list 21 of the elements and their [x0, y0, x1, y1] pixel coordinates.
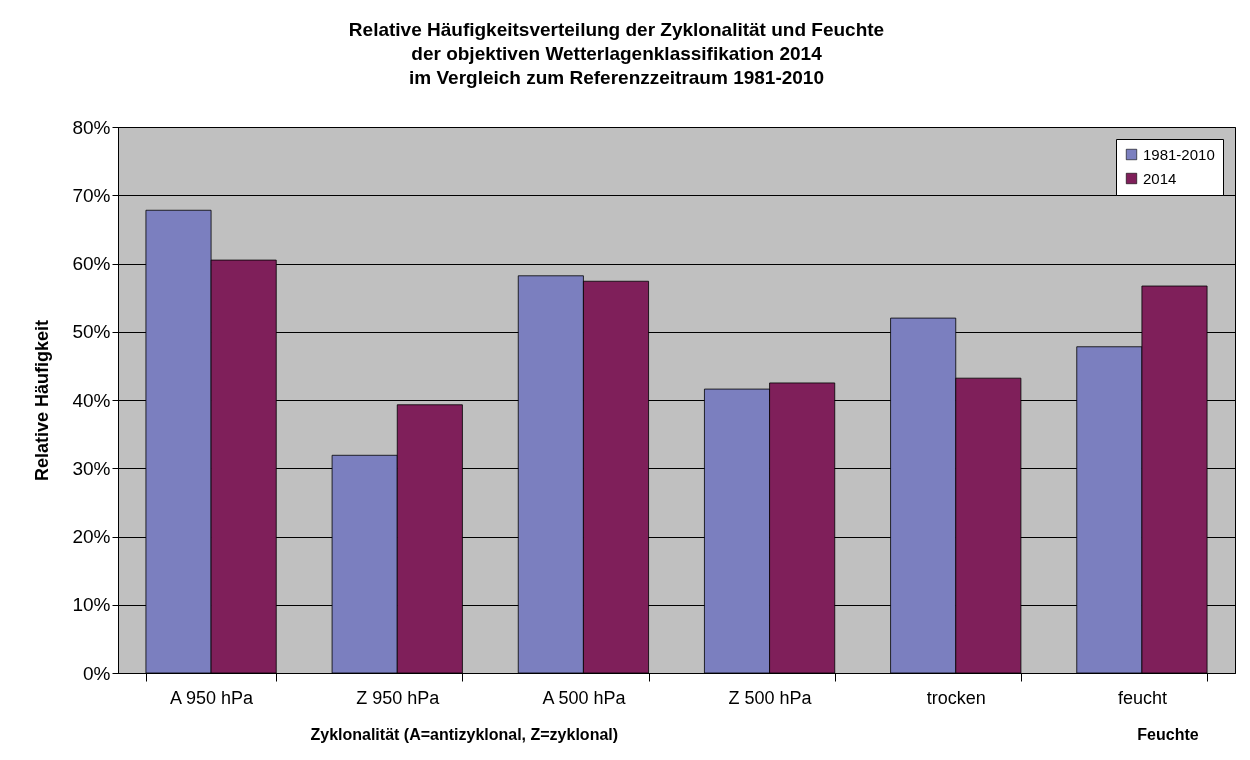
- x-tick-label: Z 950 hPa: [356, 687, 441, 708]
- legend-label: 1981-2010: [1143, 145, 1215, 163]
- text: Zyklonalität (A=antizyklonal, Z=zyklonal): [310, 726, 619, 743]
- x-tick-label: A 500 hPa: [542, 687, 627, 708]
- y-tick-label: 60%: [72, 253, 111, 274]
- legend-label: 2014: [1143, 169, 1177, 187]
- y-tick-label: 10%: [72, 594, 111, 616]
- x-tick-label: A 950 hPa: [170, 687, 255, 708]
- text: Feuchte: [1137, 726, 1199, 743]
- y-tick-label: 0%: [83, 662, 111, 684]
- y-axis-title: Relative Häufigkeit: [32, 319, 53, 482]
- y-tick-label: 50%: [72, 321, 111, 343]
- y-tick-label: 40%: [72, 389, 111, 411]
- y-tick-label: 20%: [72, 526, 111, 547]
- y-tick-label: 70%: [72, 184, 111, 206]
- y-tick-label: 80%: [72, 116, 111, 138]
- x-tick-label: Z 500 hPa: [728, 687, 813, 708]
- chart-title: Relative Häufigkeitsverteilung der Zyklonalität und Feuchte der objektiven Wetterlagenklassifikation 2014 im Vergleich zum Referenzzeitraum 1981-2010: [348, 19, 885, 88]
- x-tick-label: trocken: [926, 687, 986, 708]
- y-tick-label: 30%: [72, 457, 111, 479]
- x-tick-label: feucht: [1117, 687, 1167, 708]
